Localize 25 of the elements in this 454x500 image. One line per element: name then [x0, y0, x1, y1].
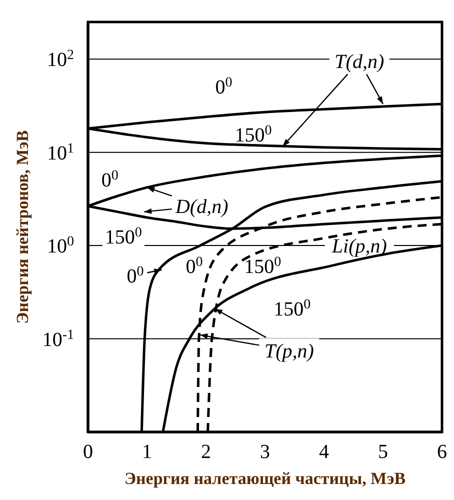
y-tick-label: 10$^{-1}$: [42, 327, 74, 351]
annotation: 150$^{0}$: [244, 254, 282, 278]
x-tick-label: 0: [83, 441, 93, 463]
annotation: 0$^{0}$: [126, 264, 144, 288]
annotation: Li(p,n): [330, 236, 388, 258]
x-tick-label: 1: [142, 441, 152, 463]
y-tick-label: 10$^{2}$: [47, 48, 74, 72]
x-tick-label: 3: [260, 441, 270, 463]
y-axis-title: Энергия нейтронов, МэВ: [13, 130, 32, 324]
x-tick-label: 5: [378, 441, 388, 463]
annotation: 150$^{0}$: [274, 297, 311, 321]
x-tick-label: 6: [437, 441, 447, 463]
annotation: T(p,n): [264, 340, 314, 362]
y-tick-label: 10$^{0}$: [47, 234, 74, 258]
x-tick-label: 4: [319, 441, 329, 463]
annotation: 0$^{0}$: [215, 74, 232, 98]
y-tick-label: 10$^{1}$: [47, 140, 74, 164]
annotation: 0$^{0}$: [101, 168, 118, 192]
annotation: T(d,n): [334, 51, 384, 74]
annotation: 150$^{0}$: [104, 225, 142, 249]
annotation: D(d,n): [174, 196, 229, 218]
x-axis-title: Энергия налетающей частицы, МэВ: [124, 469, 406, 488]
annotation: 150$^{0}$: [234, 122, 272, 146]
annotation: 0$^{0}$: [186, 254, 203, 278]
x-tick-label: 2: [201, 441, 211, 463]
